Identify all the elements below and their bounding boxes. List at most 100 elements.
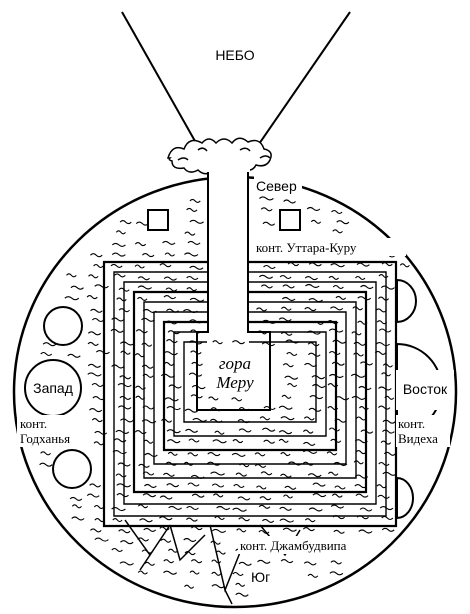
- wave-mark: [162, 472, 175, 477]
- wave-mark: [304, 276, 318, 281]
- wave-mark: [184, 408, 199, 413]
- wave-mark: [381, 262, 393, 267]
- wave-mark: [184, 252, 199, 257]
- wave-mark: [137, 537, 150, 542]
- wave-mark: [280, 331, 293, 336]
- wave-mark: [71, 504, 82, 509]
- wave-mark: [327, 406, 339, 411]
- wave-mark: [166, 308, 179, 313]
- wave-mark: [232, 507, 247, 512]
- wave-mark: [286, 351, 298, 357]
- wave-mark: [135, 329, 148, 334]
- wave-mark: [142, 405, 155, 410]
- wave-mark: [139, 518, 153, 523]
- wave-mark: [134, 430, 147, 435]
- wave-mark: [353, 341, 366, 346]
- wave-mark: [378, 328, 392, 333]
- wave-mark: [71, 516, 85, 521]
- wave-mark: [334, 418, 347, 423]
- wave-mark: [163, 559, 175, 564]
- wave-mark: [326, 451, 338, 456]
- wave-mark: [118, 287, 130, 292]
- wave-mark: [375, 308, 387, 313]
- wave-mark: [378, 405, 391, 410]
- wave-mark: [332, 515, 345, 520]
- wave-mark: [159, 495, 173, 500]
- wave-mark: [141, 342, 153, 347]
- wave-mark: [262, 427, 276, 432]
- wave-mark: [165, 287, 178, 292]
- wave-mark: [235, 472, 248, 477]
- wave-mark: [91, 382, 104, 388]
- wave-mark: [281, 296, 296, 302]
- wave-mark: [259, 496, 272, 501]
- wave-mark: [190, 350, 202, 355]
- wave-mark: [381, 372, 392, 377]
- wave-mark: [282, 363, 294, 368]
- south-continent-label: конт. Джамбудвипа: [240, 538, 347, 553]
- wave-mark: [137, 276, 150, 281]
- wave-mark: [161, 418, 173, 423]
- wave-mark: [86, 493, 100, 498]
- wave-mark: [184, 231, 196, 236]
- wave-mark: [355, 416, 367, 421]
- wave-mark: [214, 430, 225, 435]
- wave-mark: [163, 361, 175, 366]
- wave-mark: [94, 537, 109, 542]
- wave-mark: [231, 452, 246, 457]
- wave-mark: [212, 340, 223, 345]
- wave-mark: [90, 308, 103, 313]
- wave-mark: [232, 571, 244, 577]
- wave-mark: [118, 529, 131, 534]
- wave-mark: [188, 372, 203, 377]
- wave-mark: [94, 284, 109, 289]
- wave-mark: [137, 504, 149, 509]
- wave-mark: [134, 353, 145, 358]
- wave-mark: [311, 375, 326, 380]
- wave-mark: [380, 440, 392, 445]
- wave-mark: [287, 262, 300, 267]
- wave-mark: [303, 416, 315, 421]
- wave-mark: [186, 287, 198, 292]
- wave-mark: [351, 395, 366, 400]
- wave-mark: [355, 275, 366, 281]
- wave-mark: [302, 461, 315, 466]
- wave-mark: [90, 253, 103, 258]
- wave-mark: [236, 528, 247, 533]
- wave-mark: [117, 462, 131, 467]
- wave-mark: [254, 452, 266, 457]
- wave-mark: [184, 551, 196, 556]
- wave-mark: [328, 328, 344, 333]
- wave-mark: [119, 395, 132, 400]
- wave-mark: [67, 353, 81, 358]
- wave-mark: [187, 452, 199, 457]
- wave-mark: [287, 461, 303, 466]
- terrace-ring: [102, 260, 398, 528]
- wave-mark: [334, 485, 346, 490]
- wave-mark: [283, 199, 296, 204]
- wave-mark: [190, 394, 203, 399]
- wave-mark: [113, 438, 127, 443]
- wave-mark: [358, 385, 372, 391]
- wave-mark: [135, 385, 146, 390]
- wave-mark: [89, 408, 103, 413]
- wave-mark: [39, 462, 53, 467]
- wave-mark: [191, 385, 206, 390]
- wave-mark: [144, 561, 156, 566]
- wave-mark: [284, 375, 299, 380]
- wave-mark: [189, 265, 204, 270]
- wave-mark: [235, 592, 249, 597]
- wave-mark: [281, 394, 292, 399]
- wave-mark: [280, 452, 291, 457]
- wave-mark: [40, 351, 53, 357]
- wave-mark: [118, 308, 130, 313]
- wave-mark: [330, 263, 345, 268]
- wave-mark: [378, 461, 390, 467]
- wave-mark: [357, 296, 372, 301]
- wave-mark: [328, 427, 341, 432]
- wave-mark: [91, 418, 103, 423]
- wave-mark: [66, 273, 77, 278]
- wave-mark: [144, 452, 158, 458]
- wave-mark: [186, 275, 199, 281]
- wave-mark: [260, 284, 273, 289]
